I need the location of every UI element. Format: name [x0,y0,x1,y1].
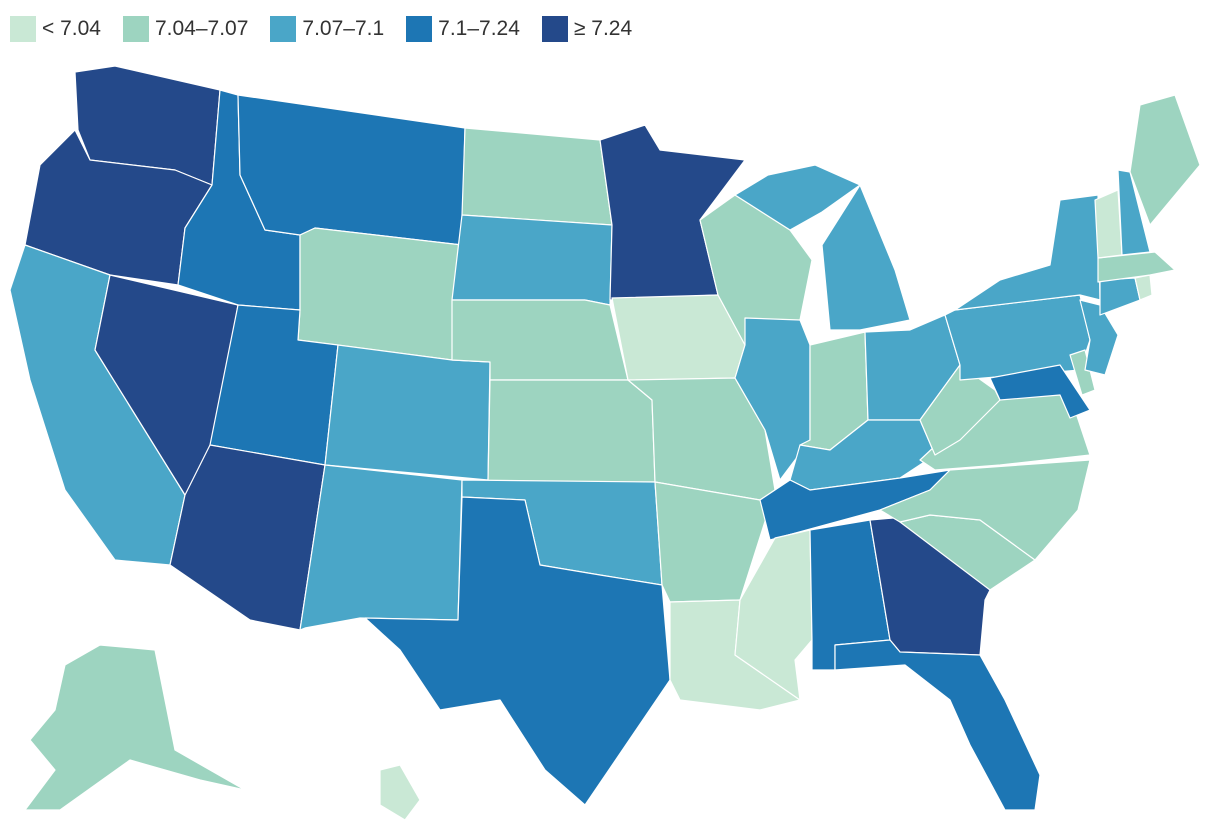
state-hi [379,764,421,821]
legend-label: 7.04–7.07 [154,17,249,40]
state-tx [364,496,671,806]
state-nd [461,127,613,226]
state-de [1069,349,1096,396]
state-wy [297,227,463,361]
state-vt [1094,189,1123,259]
legend-label: ≥ 7.24 [573,17,633,40]
state-md [989,364,1091,419]
state-mi [821,184,911,331]
state-nh [1117,169,1151,256]
state-ks [487,379,656,483]
legend-label: 7.07–7.1 [302,17,385,40]
state-ms [734,529,813,701]
legend-item: < 7.04 [10,16,101,42]
legend-label: < 7.04 [42,17,101,40]
legend-item: 7.04–7.07 [122,16,249,42]
state-sd [451,214,613,306]
legend-label: 7.1–7.24 [438,17,520,40]
state-me [1129,94,1201,226]
state-co [324,344,491,481]
state-ak [24,644,246,811]
legend-swatch [122,16,149,42]
state-fl [834,639,1041,811]
legend-item: 7.07–7.1 [270,16,384,42]
legend: < 7.04 7.04–7.07 7.07–7.1 7.1–7.24 ≥ 7.2… [10,14,654,44]
state-nc [879,459,1091,561]
legend-item: ≥ 7.24 [541,16,633,42]
state-mt [237,94,466,246]
legend-item: 7.1–7.24 [406,16,520,42]
legend-swatch [270,16,297,42]
state-nm [299,464,463,631]
state-ny [954,194,1101,311]
legend-swatch [541,16,568,42]
legend-swatch [406,16,433,42]
state-ct [1099,277,1141,316]
legend-swatch [10,16,36,42]
state-il [734,317,811,481]
state-mi-upper [734,164,861,231]
